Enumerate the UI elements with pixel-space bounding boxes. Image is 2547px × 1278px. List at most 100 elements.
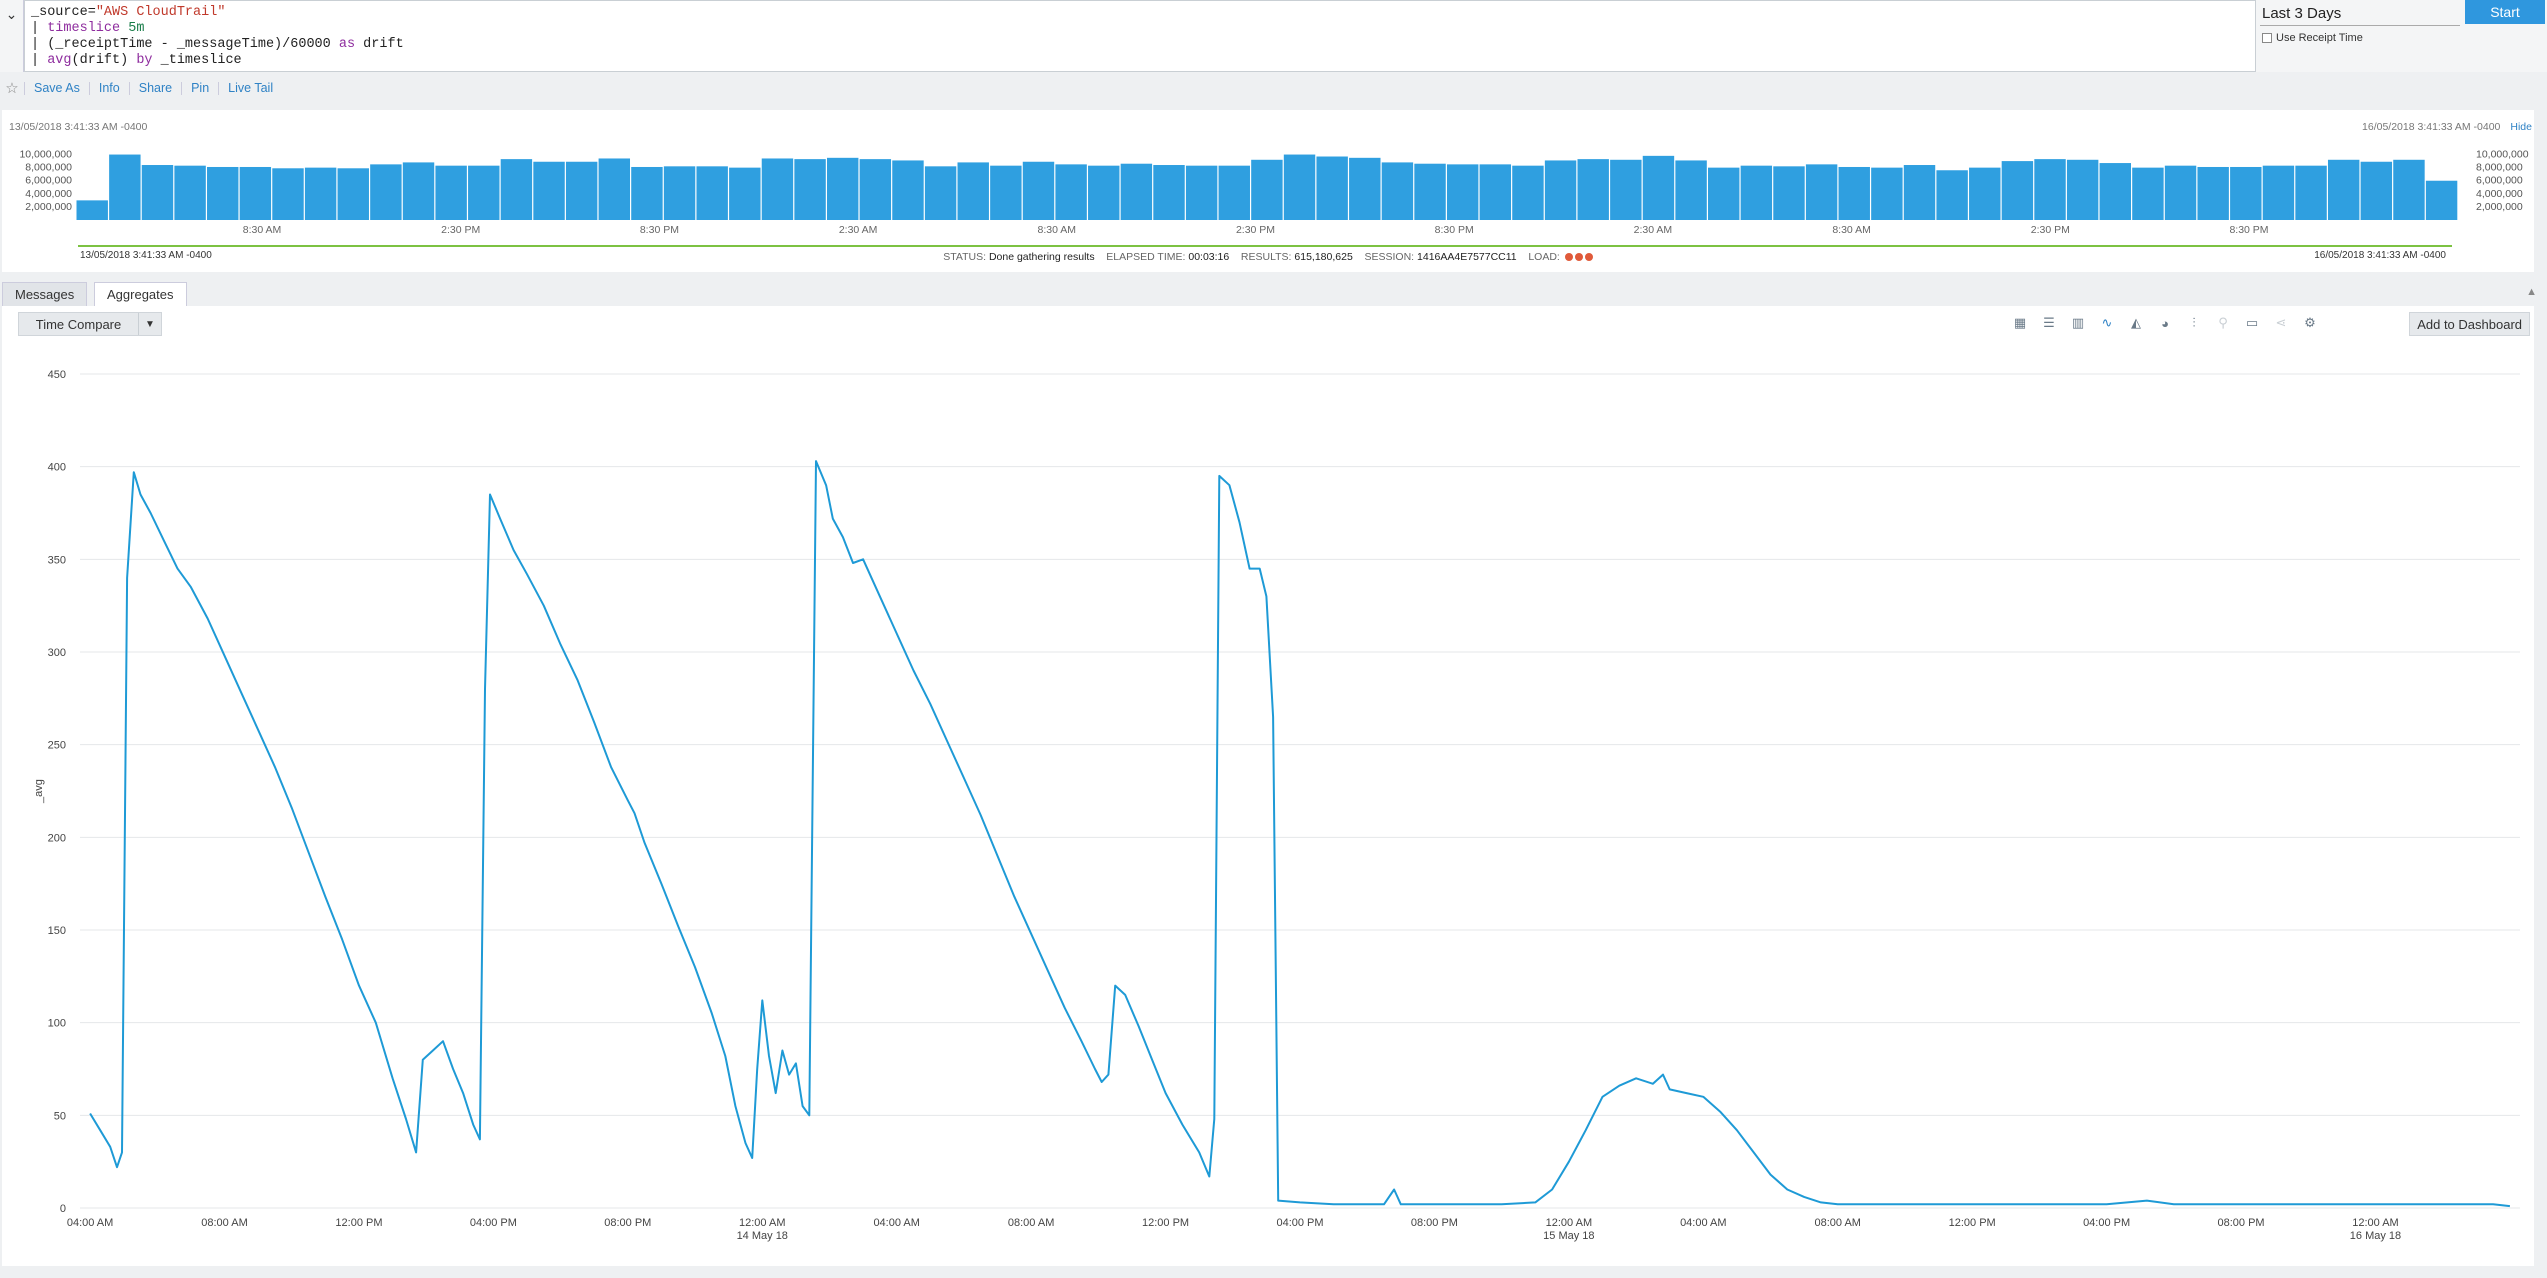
histogram-bar[interactable] [141,165,174,220]
histogram-bar[interactable] [1871,167,1903,220]
histogram-bar[interactable] [174,165,206,220]
histogram-bar[interactable] [1969,167,2001,220]
histogram-bar[interactable] [109,154,141,220]
histogram-bar[interactable] [2295,165,2327,220]
histogram-bar[interactable] [631,166,663,220]
histogram-bar[interactable] [2262,165,2295,220]
histogram-bar[interactable] [2132,167,2164,220]
query-line[interactable]: | (_receiptTime - _messageTime)/60000 as… [31,37,2249,53]
query-line[interactable]: _source="AWS CloudTrail" [31,5,2249,21]
histogram-bar[interactable] [1251,159,1283,220]
query-line[interactable]: | timeslice 5m [31,21,2249,37]
histogram-bar[interactable] [500,159,533,220]
add-to-dashboard-button[interactable]: Add to Dashboard [2409,312,2530,336]
chevron-down-icon[interactable]: ▼ [145,318,155,330]
histogram-bar[interactable] [2197,166,2229,220]
histogram-bar[interactable] [761,158,794,220]
histogram-bar[interactable] [1055,164,1087,220]
tab-messages[interactable]: Messages [2,282,88,306]
pin-link[interactable]: Pin [181,81,218,95]
single-value-icon[interactable]: ▭ [2245,315,2259,330]
histogram-bar[interactable] [1022,161,1055,220]
live-tail-link[interactable]: Live Tail [218,81,282,95]
histogram-bar[interactable] [1414,163,1446,220]
histogram-bar[interactable] [1903,165,1936,220]
histogram-bar[interactable] [239,166,272,220]
histogram-bar[interactable] [1316,156,1348,220]
chevron-down-icon[interactable]: ⌄ [0,0,24,72]
histogram-bar[interactable] [533,161,565,220]
histogram-bar[interactable] [2001,161,2034,220]
time-compare-label[interactable]: Time Compare [19,313,139,335]
histogram-bar[interactable] [2034,159,2066,220]
collapse-icon[interactable]: ▲ [2526,286,2537,298]
map-pin-icon[interactable]: ⚲ [2218,315,2228,330]
save-as-link[interactable]: Save As [24,81,89,95]
histogram-bar[interactable] [1936,170,1968,220]
receipt-time-option[interactable]: Use Receipt Time [2262,32,2363,44]
line-chart-icon[interactable]: ∿ [2101,315,2113,330]
histogram-bar[interactable] [1349,157,1381,220]
gear-icon[interactable]: ⚙ [2304,315,2316,330]
receipt-time-checkbox[interactable] [2262,33,2272,43]
histogram-bar[interactable] [1381,162,1414,220]
histogram-bar[interactable] [402,162,435,220]
histogram-bar[interactable] [729,167,761,220]
histogram-bar[interactable] [1740,165,1773,220]
time-range-input[interactable]: Last 3 Days [2260,2,2460,26]
histogram-bar[interactable] [304,167,337,220]
histogram-bar[interactable] [2393,159,2425,220]
histogram-bar[interactable] [2066,159,2099,220]
query-line[interactable]: | avg(drift) by _timeslice [31,53,2249,69]
table-icon[interactable]: ▦ [2013,315,2027,330]
histogram-bar[interactable] [468,165,500,220]
histogram-bar[interactable] [370,164,402,220]
histogram-bar[interactable] [76,200,108,220]
histogram-bar[interactable] [337,168,369,220]
histogram-bar[interactable] [1544,160,1577,220]
histogram-bar[interactable] [207,166,239,220]
histogram-bar[interactable] [1479,164,1512,220]
histogram-bar[interactable] [1512,165,1544,220]
column-chart-icon[interactable]: ▥ [2071,315,2085,330]
histogram-bar[interactable] [1610,159,1642,220]
histogram-bar[interactable] [598,158,631,220]
histogram-bar[interactable] [1773,166,1805,220]
histogram-bar[interactable] [2164,165,2197,220]
histogram-bar[interactable] [1642,155,1675,220]
line-chart[interactable]: 0 50 100 150 200 250 300 350 400 450 _avg 04:00 AM 0… [2,306,2534,1266]
share-link[interactable]: Share [128,81,181,95]
histogram-bar[interactable] [794,159,826,220]
histogram-bar[interactable] [435,165,467,220]
histogram-bar[interactable] [663,166,696,220]
histogram-bar[interactable] [1283,154,1316,220]
query-editor[interactable]: _source="AWS CloudTrail" | timeslice 5m | … [24,0,2256,72]
bar-horizontal-icon[interactable]: ☰ [2043,315,2055,330]
pie-chart-icon[interactable]: ◕ [2161,315,2169,331]
start-button[interactable]: Start [2465,0,2545,24]
histogram-bar[interactable] [1153,165,1185,220]
histogram-bar[interactable] [565,161,598,220]
area-chart-icon[interactable]: ◭ [2131,315,2141,330]
hide-link[interactable]: Hide [2510,121,2532,133]
histogram-bar[interactable] [2230,166,2262,220]
histogram-bar[interactable] [2327,159,2360,220]
histogram-bar[interactable] [990,165,1022,220]
histogram-bar[interactable] [272,168,304,220]
histogram-bar[interactable] [859,159,892,220]
histogram-bar[interactable] [1577,159,1609,220]
histogram-bar[interactable] [1675,160,1707,220]
histogram-bar[interactable] [826,157,859,220]
share-icon[interactable]: ⋖ [2275,315,2287,330]
info-link[interactable]: Info [88,81,129,95]
tab-aggregates[interactable]: Aggregates [94,282,187,306]
histogram-bar[interactable] [1838,166,1870,220]
histogram-bar[interactable] [1218,165,1250,220]
histogram-bar[interactable] [1088,165,1120,220]
histogram-bar[interactable] [1446,164,1479,220]
histogram-bar[interactable] [1805,164,1838,220]
sliders-icon[interactable]: ⫶ [2192,315,2196,330]
series-line[interactable] [89,460,2511,1208]
histogram-bar[interactable] [2425,180,2458,220]
